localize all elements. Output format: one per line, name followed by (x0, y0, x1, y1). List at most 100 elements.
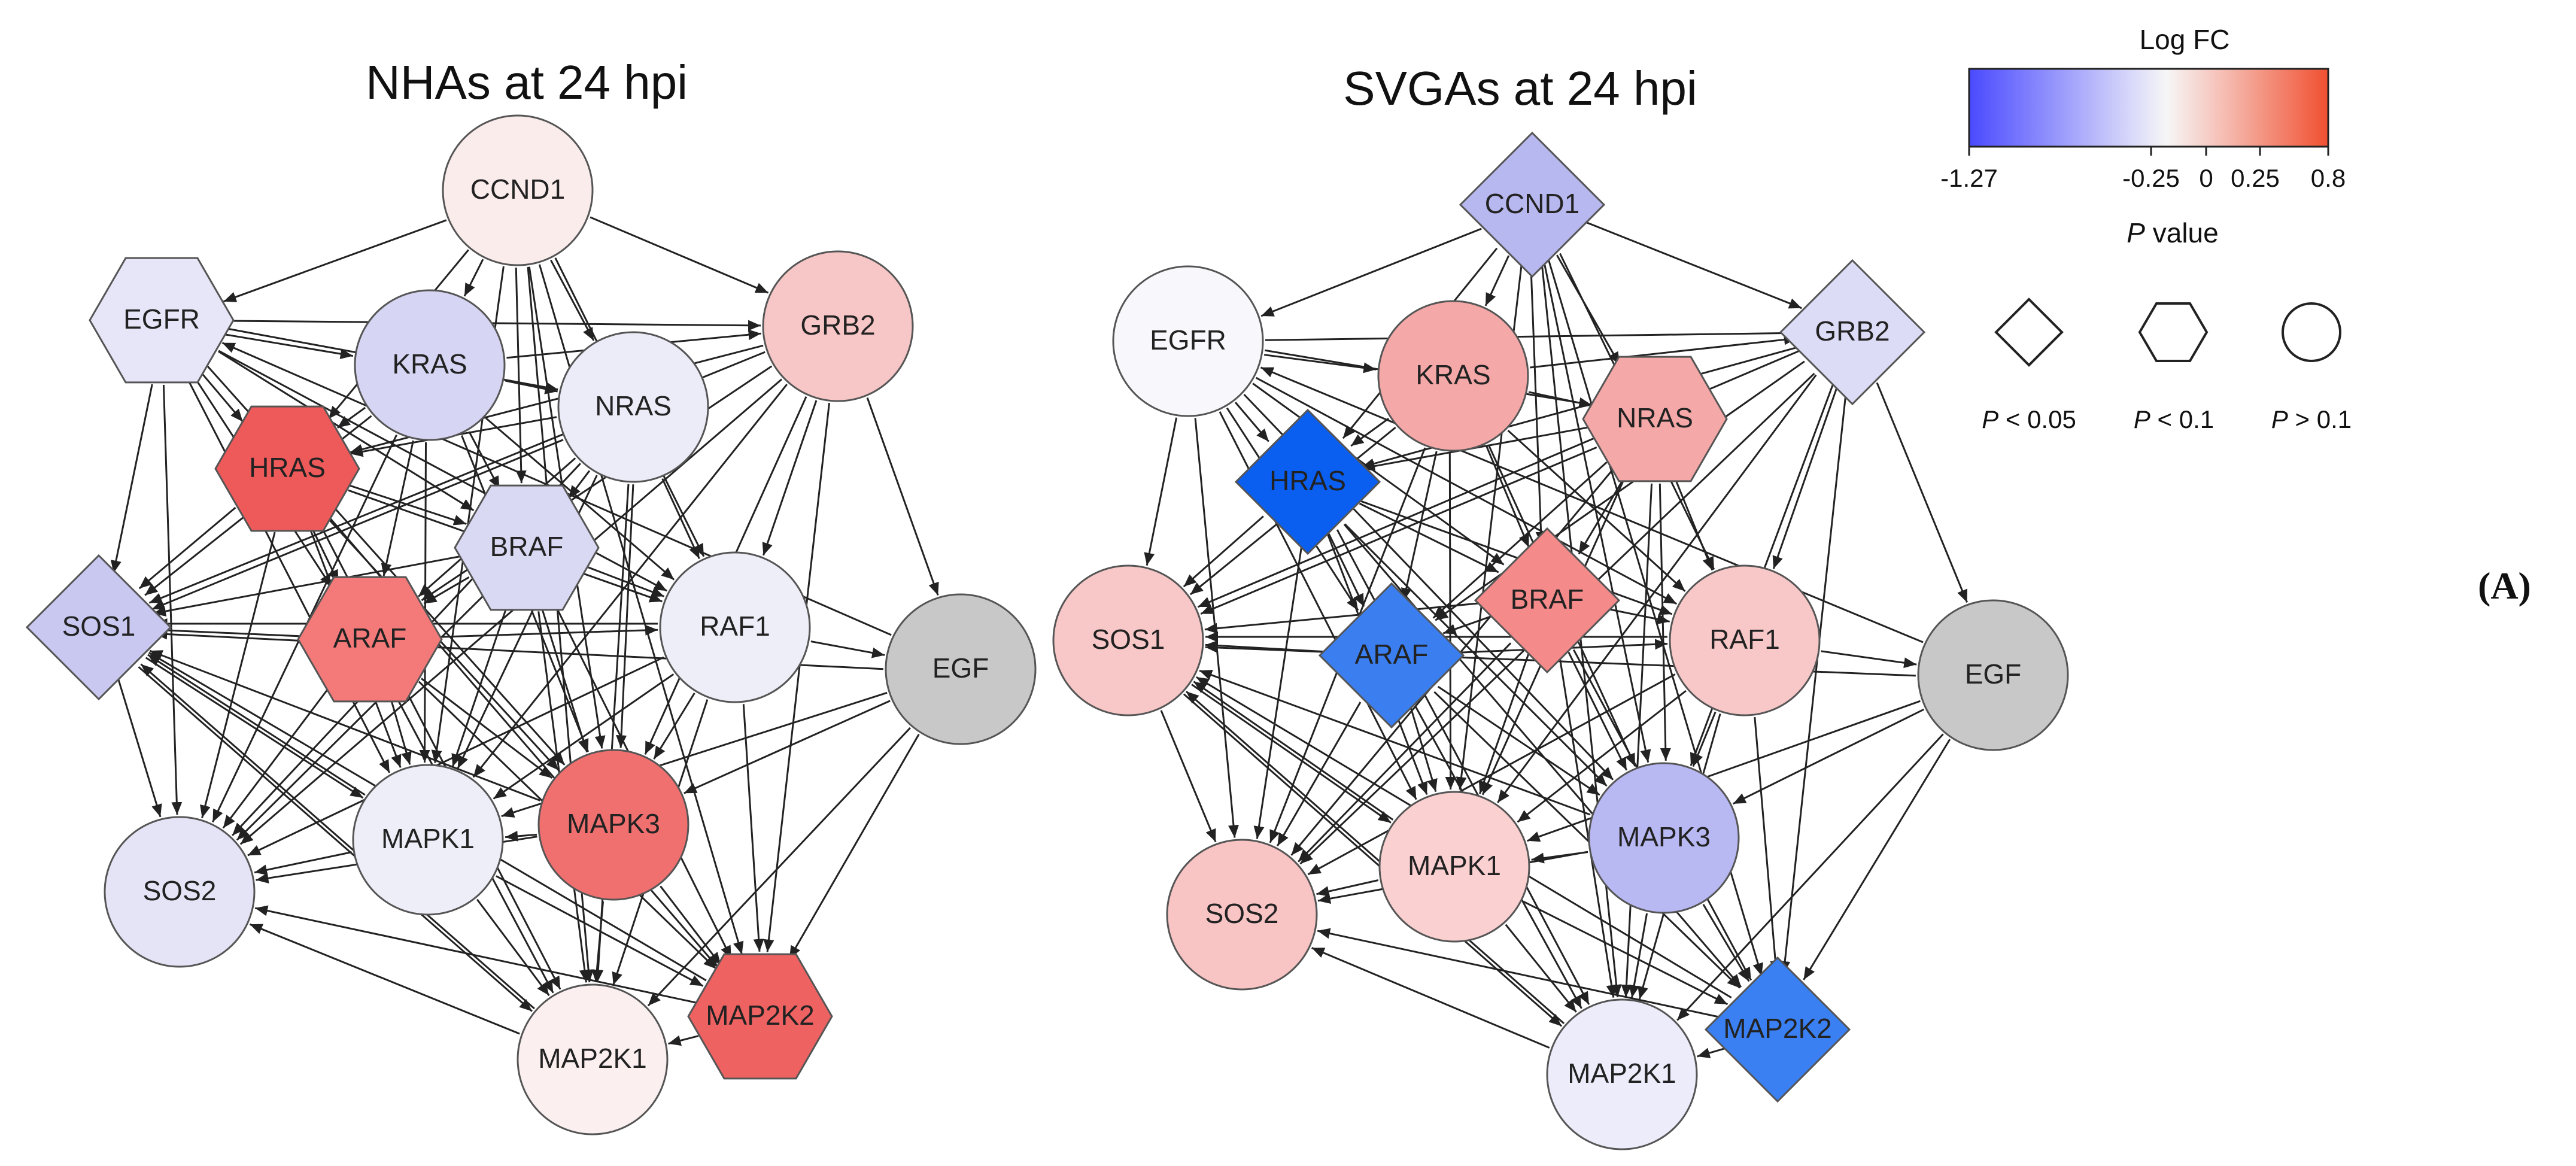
edge-nras-to-sos1 (151, 439, 564, 611)
edge-egfr-to-sos1 (1144, 417, 1178, 566)
node-shape-circle (885, 593, 1037, 745)
node-shape-circle (1669, 564, 1821, 716)
node-shape-circle (442, 114, 594, 266)
edge-araf-to-mapk3 (1437, 685, 1600, 796)
edge-sos1-to-mapk1 (145, 657, 364, 799)
edge-map2k2-to-sos2 (1317, 928, 1723, 1019)
node-label: CCND1 (470, 174, 565, 205)
node-label: SOS1 (62, 611, 136, 642)
edge-ccnd1-to-nras (550, 259, 595, 341)
node-map2k2: MAP2K2 (687, 953, 833, 1080)
edge-nras-to-araf (1432, 461, 1608, 619)
edge-sos1-to-sos2 (117, 679, 162, 818)
node-araf: ARAF (1318, 582, 1465, 729)
edge-grb2-to-egf (866, 397, 939, 596)
edge-mapk1-to-map2k1 (476, 898, 550, 997)
node-label: ARAF (1355, 639, 1429, 670)
edge-braf-to-map2k1 (1559, 655, 1617, 998)
node-label: KRAS (1415, 359, 1490, 390)
edge-map2k1-to-sos2 (249, 923, 520, 1035)
edge-egf-to-mapk3 (1732, 708, 1925, 805)
node-map2k1: MAP2K1 (517, 983, 669, 1135)
legend-label-p005-italic: P (1982, 405, 1998, 433)
node-map2k2: MAP2K2 (1704, 956, 1851, 1103)
node-raf1: RAF1 (1669, 564, 1821, 716)
edge-braf-to-mapk1 (1478, 652, 1530, 794)
edge-ccnd1-to-kras (1484, 255, 1510, 306)
edge-grb2-to-egf (1876, 382, 1968, 603)
edge-grb2-to-sos2 (239, 378, 783, 845)
node-shape-hexagon (1582, 356, 1728, 482)
edge-mapk1-to-map2k2 (1523, 900, 1729, 1006)
node-shape-circle (1052, 564, 1204, 716)
pvalue-title-rest: value (2145, 217, 2219, 248)
legend-ticks: -1.27 -0.25 0 0.25 0.8 (1940, 147, 2346, 192)
node-mapk3: MAPK3 (1588, 762, 1740, 914)
node-label: KRAS (392, 348, 467, 379)
network-svgas: CCND1 EGFR KRAS NRAS GRB2 HRAS BRAF ARAF RAF1 SOS… (1052, 131, 2069, 1150)
edge-raf1-to-egf (1821, 650, 1917, 669)
edge-grb2-to-map2k2 (1779, 387, 1848, 974)
edge-araf-to-sos2 (1277, 702, 1362, 847)
legend-label-p005: P < 0.05 (1982, 405, 2076, 433)
edge-egf-to-map2k1 (1676, 733, 1944, 1021)
node-sos1: SOS1 (1052, 564, 1204, 716)
edge-egf-to-egfr (1260, 366, 1924, 643)
node-grb2: GRB2 (1779, 259, 1926, 406)
node-mapk1: MAPK1 (352, 764, 504, 916)
node-layer-svgas: CCND1 EGFR KRAS NRAS GRB2 HRAS BRAF ARAF RAF1 SOS… (1052, 131, 2069, 1150)
node-nras: NRAS (1582, 356, 1728, 482)
tick-label: 0.25 (2231, 164, 2280, 192)
node-label: HRAS (1269, 465, 1346, 496)
node-label: RAF1 (700, 611, 770, 642)
node-label: MAPK1 (1408, 850, 1501, 881)
node-map2k1: MAP2K1 (1546, 998, 1698, 1150)
edge-nras-to-raf1 (1675, 479, 1714, 571)
edge-araf-to-mapk1 (390, 700, 412, 765)
node-shape-circle (762, 250, 914, 402)
node-egf: EGF (1917, 599, 2069, 751)
edge-map2k2-to-map2k1 (1697, 1047, 1726, 1058)
edge-kras-to-nras (505, 379, 558, 394)
edge-raf1-to-map2k2 (1754, 716, 1781, 974)
edge-egfr-to-braf (218, 350, 475, 512)
node-ccnd1: CCND1 (1459, 131, 1606, 278)
edge-raf1-to-egf (810, 640, 885, 658)
edge-egf-to-map2k2 (788, 733, 920, 959)
edge-ccnd1-to-egfr (223, 219, 447, 303)
node-braf: BRAF (1474, 527, 1621, 674)
edge-araf-to-sos1 (154, 625, 306, 637)
node-raf1: RAF1 (659, 551, 811, 703)
edge-kras-to-araf (1401, 451, 1438, 601)
edge-grb2-to-araf (1435, 360, 1805, 621)
node-shape-circle (352, 764, 504, 916)
edge-nras-to-sos1 (1200, 447, 1597, 615)
node-label: SOS2 (1205, 898, 1279, 929)
edge-nras-to-mapk3 (1658, 483, 1671, 761)
edge-egf-to-map2k1 (647, 727, 911, 1007)
edge-hras-to-sos1 (138, 506, 236, 590)
edge-kras-to-braf (1485, 445, 1530, 548)
node-label: EGF (1965, 658, 2022, 690)
edge-kras-to-nras (1528, 391, 1592, 408)
edge-raf1-to-mapk1 (493, 673, 675, 800)
tick-label: 0.8 (2311, 164, 2346, 192)
edge-braf-to-mapk3 (1568, 651, 1628, 771)
node-hras: HRAS (1234, 408, 1381, 555)
node-label: MAP2K2 (1723, 1013, 1832, 1044)
edge-egfr-to-sos2 (162, 384, 183, 815)
node-shape-circle (1917, 599, 2069, 751)
edge-hras-to-raf1 (1360, 500, 1673, 615)
panel-label: (A) (2478, 564, 2531, 607)
node-label: MAP2K2 (706, 1000, 815, 1031)
legend: Log FC -1.27 -0.25 0 0.25 0.8 P value P … (1940, 24, 2352, 433)
node-hras: HRAS (214, 405, 360, 532)
edge-egfr-to-sos1 (111, 384, 153, 573)
legend-pvalue-title: P value (2127, 217, 2218, 248)
node-shape-hexagon (687, 953, 833, 1080)
edge-mapk1-to-sos1 (1193, 681, 1394, 821)
node-label: MAPK3 (567, 808, 660, 839)
edge-mapk3-to-sos1 (1199, 669, 1591, 816)
node-ccnd1: CCND1 (442, 114, 594, 266)
edge-grb2-to-mapk1 (472, 384, 788, 778)
